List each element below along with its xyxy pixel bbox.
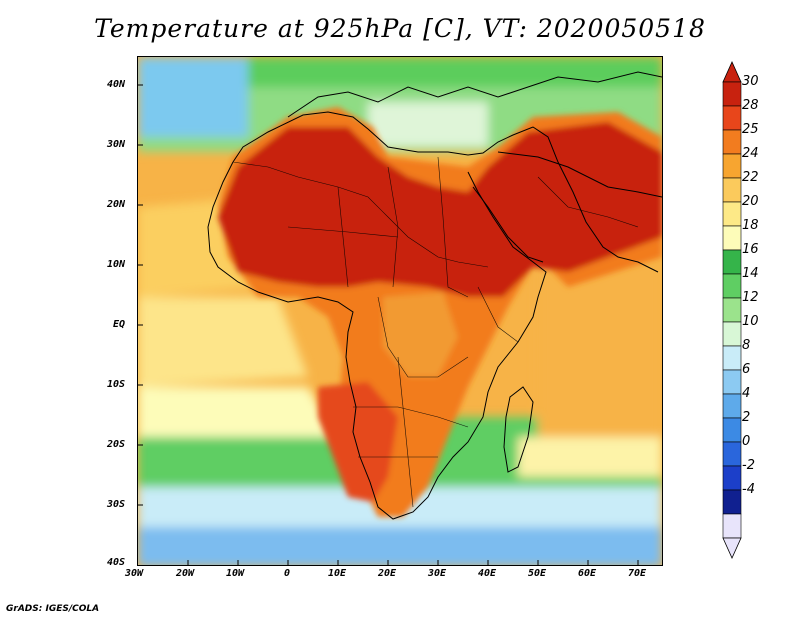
colorbar-swatch [722, 369, 742, 395]
south-atlantic-pale [138, 387, 338, 437]
map-canvas [138, 57, 662, 565]
south-cold [138, 527, 662, 565]
lat-label-40n: 40N [107, 79, 126, 90]
colorbar-swatch [722, 201, 742, 227]
lat-label-20n: 20N [107, 199, 126, 210]
colorbar-level-label: 24 [742, 146, 759, 161]
colorbar-level-label: 25 [742, 122, 759, 137]
border-2 [337, 186, 349, 288]
colorbar-level-label: 0 [742, 434, 751, 449]
colorbar-swatch [722, 321, 742, 347]
border-6 [377, 296, 469, 378]
med-cool [368, 102, 488, 147]
coastlines [207, 71, 662, 520]
colorbar-swatch [722, 297, 742, 323]
lon-label-30w: 30W [125, 568, 144, 579]
indian-ocean [538, 247, 662, 447]
red-sea-coast [472, 186, 544, 263]
colorbar-swatch [722, 441, 742, 467]
colorbar-level-label: 2 [742, 410, 751, 425]
lat-label-30n: 30N [107, 139, 126, 150]
southern-africa-hot [318, 382, 398, 502]
lon-label-30e: 30E [428, 568, 447, 579]
colorbar-swatch [722, 177, 742, 203]
temperature-field [138, 57, 662, 565]
colorbar-scale [722, 61, 742, 559]
lon-label-10e: 10E [328, 568, 347, 579]
colorbar-swatch [722, 225, 742, 251]
border-4 [437, 156, 469, 298]
colorbar-level-label: 16 [742, 242, 759, 257]
congo-warm [383, 292, 458, 377]
lat-label-20s: 20S [107, 439, 126, 450]
north-coast [232, 111, 659, 273]
grads-credit: GrADS: IGES/COLA [6, 604, 100, 614]
lon-label-10w: 10W [226, 568, 245, 579]
lon-label-60e: 60E [578, 568, 597, 579]
country-borders [232, 156, 639, 508]
colorbar-level-label: 30 [742, 74, 759, 89]
colorbar-swatch [722, 417, 742, 443]
europe-coast [287, 71, 662, 118]
lat-label-40s: 40S [107, 557, 126, 568]
colorbar-swatch [722, 345, 742, 371]
colorbar-swatch [722, 513, 742, 539]
colorbar-level-label: 28 [742, 98, 759, 113]
tick-marks [138, 84, 639, 565]
colorbar-top-arrow [722, 61, 742, 83]
lon-label-0: 0 [284, 568, 291, 579]
colorbar-swatch [722, 129, 742, 155]
colorbar-swatch [722, 249, 742, 275]
lon-label-50e: 50E [528, 568, 547, 579]
chart-title: Temperature at 925hPa [C], VT: 202005051… [94, 14, 706, 43]
border-10 [477, 286, 519, 343]
border-5 [287, 226, 399, 238]
colorbar-level-label: 14 [742, 266, 759, 281]
colorbar-swatch [722, 465, 742, 491]
colorbar-swatch [722, 489, 742, 515]
lat-label-10n: 10N [107, 259, 126, 270]
arabia-coast [497, 151, 662, 198]
lat-label-10s: 10S [107, 379, 126, 390]
border-7 [353, 406, 469, 428]
lon-label-70e: 70E [628, 568, 647, 579]
colorbar-swatch [722, 273, 742, 299]
lat-label-30s: 30S [107, 499, 126, 510]
sahara-hot-core [218, 122, 662, 297]
temperature-map [137, 56, 663, 566]
colorbar-level-label: -2 [742, 458, 755, 473]
atlantic-mild [138, 297, 308, 387]
colorbar-level-label: 10 [742, 314, 759, 329]
colorbar-level-label: 12 [742, 290, 759, 305]
colorbar-level-label: 4 [742, 386, 751, 401]
lon-label-40e: 40E [478, 568, 497, 579]
colorbar-level-label: -4 [742, 482, 755, 497]
colorbar-level-label: 6 [742, 362, 751, 377]
africa-heat [218, 107, 662, 517]
madagascar [503, 386, 534, 473]
colorbar-level-label: 8 [742, 338, 751, 353]
colorbar-bottom-arrow [722, 537, 742, 559]
colorbar-swatch [722, 81, 742, 107]
north-atlantic-cool [138, 57, 248, 137]
border-3 [387, 166, 399, 288]
indian-south-pale [518, 437, 662, 477]
lat-label-eq: EQ [113, 319, 126, 330]
border-11 [537, 176, 639, 228]
colorbar-swatch [722, 153, 742, 179]
colorbar: 30 28 25 24 22 20 18 16 14 12 10 8 6 4 2 0 -2 -4 [722, 60, 792, 560]
colorbar-swatch [722, 393, 742, 419]
lon-label-20e: 20E [378, 568, 397, 579]
colorbar-swatch [722, 105, 742, 131]
lon-label-20w: 20W [176, 568, 195, 579]
border-1 [232, 161, 489, 268]
africa-coast [207, 161, 547, 520]
colorbar-level-label: 18 [742, 218, 759, 233]
border-9 [397, 356, 414, 508]
colorbar-level-label: 20 [742, 194, 759, 209]
colorbar-level-label: 22 [742, 170, 759, 185]
